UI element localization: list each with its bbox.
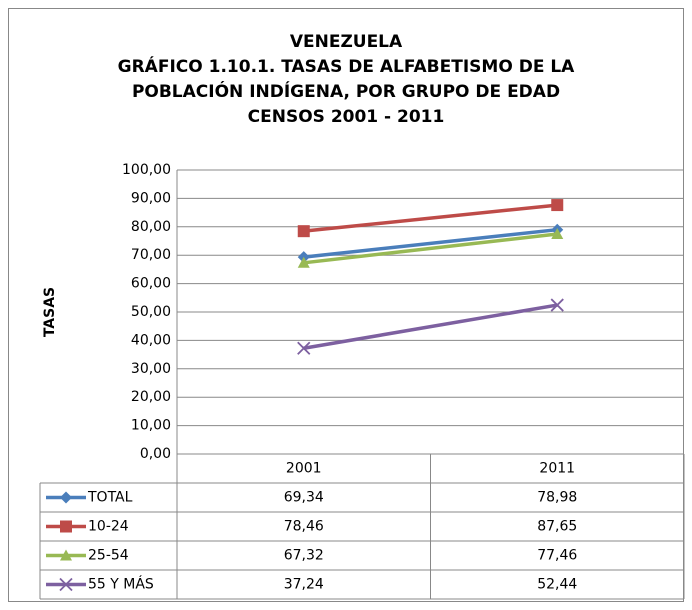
marker [60, 520, 72, 533]
marker [297, 341, 311, 355]
chart-title: CENSOS 2001 - 2011 [248, 107, 445, 127]
y-tick-label: 50,00 [131, 304, 171, 320]
table-value: 78,98 [537, 490, 577, 506]
chart-title: POBLACIÓN INDÍGENA, POR GRUPO DE EDAD [132, 80, 560, 102]
y-tick-label: 0,00 [140, 446, 171, 462]
x-tick-label: 2011 [539, 461, 575, 477]
table-value: 37,24 [284, 577, 324, 593]
chart-title: VENEZUELA [290, 32, 403, 52]
table-value: 77,46 [537, 548, 577, 564]
y-tick-label: 90,00 [131, 190, 171, 206]
marker [297, 225, 310, 238]
y-tick-label: 70,00 [131, 247, 171, 263]
series-line [303, 203, 558, 233]
legend-label: TOTAL [87, 490, 133, 506]
series-line [303, 232, 558, 265]
table-value: 52,44 [537, 577, 577, 593]
legend-label: 55 Y MÁS [88, 576, 154, 593]
marker [550, 298, 564, 312]
y-tick-label: 80,00 [131, 219, 171, 235]
series-line [303, 303, 558, 350]
x-tick-label: 2001 [286, 461, 322, 477]
legend-label: 25-54 [88, 548, 129, 564]
table-value: 69,34 [284, 490, 324, 506]
table-value: 67,32 [284, 548, 324, 564]
chart-title: GRÁFICO 1.10.1. TASAS DE ALFABETISMO DE … [118, 55, 576, 77]
series-line [303, 227, 558, 259]
table-value: 87,65 [537, 519, 577, 535]
y-tick-label: 40,00 [131, 332, 171, 348]
legend-label: 10-24 [88, 519, 129, 535]
y-tick-label: 60,00 [131, 276, 171, 292]
marker [297, 256, 310, 268]
marker [60, 549, 72, 561]
marker [59, 577, 73, 592]
chart-border [8, 8, 684, 602]
table-value: 78,46 [284, 519, 324, 535]
y-tick-label: 30,00 [131, 361, 171, 377]
y-tick-label: 100,00 [122, 162, 171, 178]
marker [551, 228, 564, 240]
marker [551, 199, 564, 212]
marker [60, 491, 72, 504]
y-tick-label: 20,00 [131, 389, 171, 405]
y-tick-label: 10,00 [131, 418, 171, 434]
y-axis-label: TASAS [42, 287, 58, 337]
